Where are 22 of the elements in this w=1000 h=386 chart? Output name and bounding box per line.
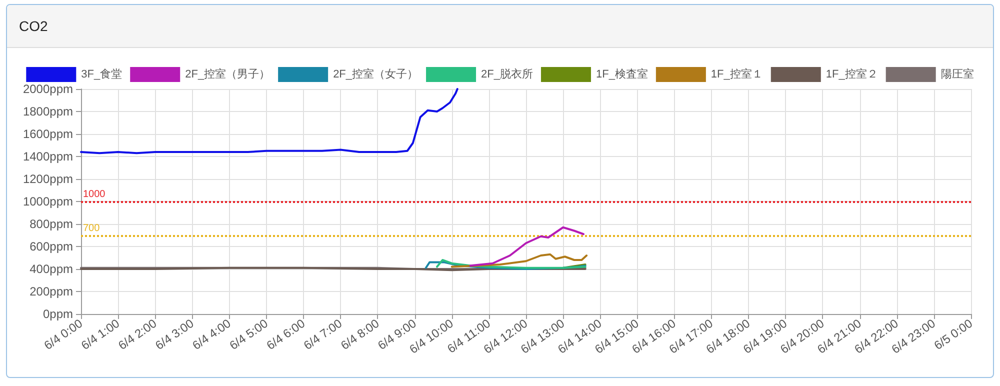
y-tick-label: 1000ppm <box>22 194 73 208</box>
legend-label: 1F_控室１ <box>710 68 763 80</box>
ref-line-label: 700 <box>83 222 100 234</box>
ref-line-label: 1000 <box>83 189 106 200</box>
legend-label: 2F_控室（女子） <box>333 68 418 80</box>
y-tick-label: 1400ppm <box>22 150 73 164</box>
legend-label: 1F_控室２ <box>826 68 878 80</box>
y-tick-label: 2000ppm <box>22 82 73 96</box>
legend-label: 3F_食堂 <box>81 68 122 80</box>
y-tick-label: 1200ppm <box>22 172 73 186</box>
y-tick-label: 200ppm <box>30 284 73 298</box>
legend-label: 2F_控室（男子） <box>185 68 270 80</box>
y-tick-label: 1600ppm <box>22 127 73 141</box>
legend-label: 陽圧室 <box>940 68 974 80</box>
y-tick-label: 1800ppm <box>22 104 73 118</box>
chart-title: CO2 <box>7 5 993 48</box>
y-tick-label: 800ppm <box>30 217 73 231</box>
legend-label: 2F_脱衣所 <box>481 68 533 80</box>
y-tick-label: 0ppm <box>42 307 73 321</box>
y-tick-label: 600ppm <box>30 240 73 254</box>
legend-label: 1F_検査室 <box>596 68 648 80</box>
y-tick-label: 400ppm <box>30 262 73 276</box>
